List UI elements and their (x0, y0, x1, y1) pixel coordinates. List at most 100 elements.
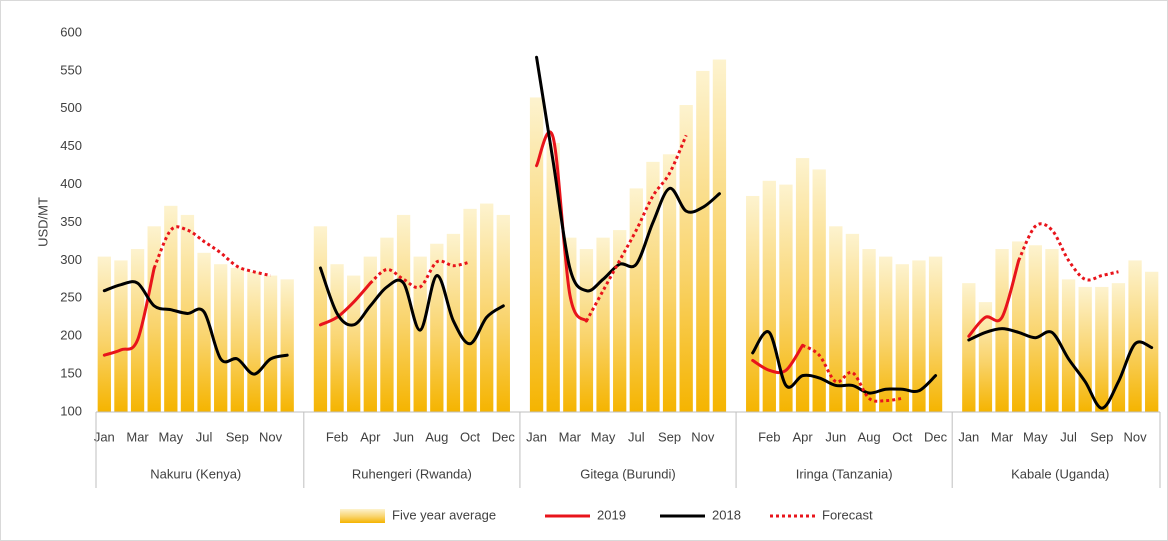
bar (629, 188, 643, 412)
x-tick-label: Oct (892, 429, 913, 444)
x-tick-label: Feb (326, 429, 348, 444)
group-label: Ruhengeri (Rwanda) (352, 466, 472, 481)
bar (845, 233, 860, 412)
bar (829, 226, 843, 412)
bar (1028, 245, 1042, 412)
bar (114, 260, 128, 412)
bar (147, 226, 161, 412)
bar (1012, 241, 1026, 412)
line (967, 327, 1154, 410)
line (585, 134, 688, 322)
x-tick-label: Jun (825, 429, 846, 444)
bar (529, 97, 544, 413)
x-tick-label: Jan (958, 429, 979, 444)
bar (413, 256, 427, 412)
bar (596, 237, 610, 412)
bar (662, 154, 677, 412)
legend-label: Five year average (392, 507, 496, 522)
x-tick-label: Dec (924, 429, 948, 444)
y-tick-label: 300 (60, 252, 82, 267)
line (535, 55, 721, 293)
bar (97, 256, 111, 412)
y-tick-label: 100 (60, 403, 82, 418)
group-label: Kabale (Uganda) (1011, 466, 1109, 481)
x-tick-label: Nov (1124, 429, 1148, 444)
bar (646, 161, 660, 412)
bar (912, 260, 926, 412)
y-tick-label: 250 (60, 290, 82, 305)
bar (430, 243, 444, 412)
x-tick-label: Aug (425, 429, 448, 444)
y-tick-label: 550 (60, 62, 82, 77)
x-tick-label: Mar (991, 429, 1014, 444)
bar (214, 264, 228, 412)
bar (330, 264, 344, 412)
bar (363, 256, 377, 412)
line (102, 280, 289, 376)
x-tick-label: Sep (226, 429, 249, 444)
line (102, 266, 156, 357)
line (751, 330, 938, 395)
x-tick-label: Mar (126, 429, 149, 444)
bar (230, 267, 244, 412)
legend-swatch (340, 509, 385, 523)
bar (197, 252, 211, 412)
x-tick-label: Sep (658, 429, 681, 444)
bar (496, 214, 510, 412)
y-axis-label: USD/MT (35, 197, 50, 247)
legend-label: 2019 (597, 507, 626, 522)
legend-label: Forecast (822, 507, 873, 522)
x-tick-label: Feb (758, 429, 780, 444)
x-tick-label: May (159, 429, 184, 444)
bar (696, 70, 710, 413)
line (751, 343, 805, 375)
bar (1111, 283, 1126, 412)
group-label: Iringa (Tanzania) (796, 466, 893, 481)
y-tick-label: 150 (60, 366, 82, 381)
line (318, 281, 372, 327)
line (369, 259, 471, 290)
bar (928, 256, 943, 412)
line (152, 225, 271, 278)
line (318, 266, 505, 346)
x-tick-label: Jan (526, 429, 547, 444)
bar (579, 249, 594, 412)
legend-label: 2018 (712, 507, 741, 522)
x-tick-label: Nov (691, 429, 715, 444)
bar (247, 271, 261, 412)
x-tick-label: Oct (460, 429, 481, 444)
x-tick-label: Jul (628, 429, 645, 444)
bar (546, 142, 560, 412)
x-tick-label: Jul (1060, 429, 1077, 444)
y-tick-label: 600 (60, 24, 82, 39)
bar (995, 249, 1009, 412)
line (967, 258, 1021, 338)
line (1017, 222, 1119, 282)
bar (130, 249, 145, 412)
bar (779, 184, 793, 412)
y-tick-label: 500 (60, 100, 82, 115)
group-label: Nakuru (Kenya) (150, 466, 241, 481)
bar (380, 237, 394, 412)
bar (746, 195, 760, 412)
bar (263, 275, 278, 412)
bar (396, 214, 411, 412)
y-tick-label: 450 (60, 138, 82, 153)
x-tick-label: Jul (196, 429, 213, 444)
bar (879, 256, 893, 412)
y-tick-label: 200 (60, 328, 82, 343)
bar (762, 180, 776, 412)
group-label: Gitega (Burundi) (580, 466, 675, 481)
bar (1045, 249, 1059, 412)
x-tick-label: Jun (393, 429, 414, 444)
bar (978, 302, 993, 412)
bar (1078, 286, 1092, 412)
x-tick-label: May (591, 429, 616, 444)
x-tick-label: Nov (259, 429, 283, 444)
x-tick-label: Apr (792, 429, 813, 444)
x-tick-label: Jan (94, 429, 115, 444)
bar (712, 59, 727, 412)
bar (1128, 260, 1142, 412)
y-tick-label: 350 (60, 214, 82, 229)
